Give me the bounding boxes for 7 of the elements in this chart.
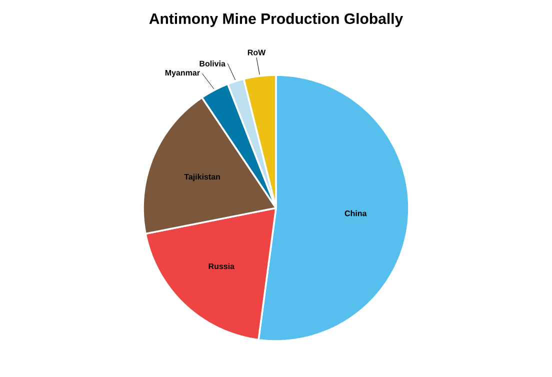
slice-label: Russia xyxy=(208,263,235,270)
chart-title: Antimony Mine Production Globally xyxy=(149,13,404,27)
slice-label: Tajikistan xyxy=(184,174,220,182)
slice-label: RoW xyxy=(248,50,266,56)
slice-label: Bolivia xyxy=(200,60,226,66)
slice-label: China xyxy=(344,210,367,216)
slice-label: Myanmar xyxy=(165,70,200,78)
